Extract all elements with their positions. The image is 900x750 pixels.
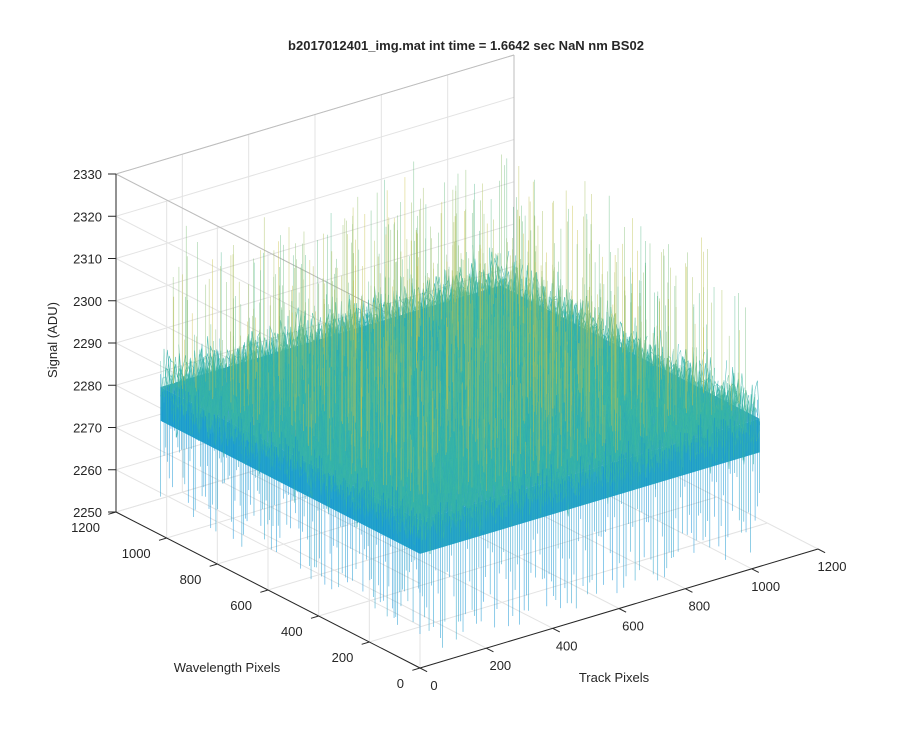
y-tick: [412, 667, 421, 671]
x-tick: [618, 608, 627, 613]
y-tick-label: 200: [332, 650, 354, 665]
box-edge: [115, 54, 515, 175]
y-tick-label: 400: [281, 624, 303, 639]
x-axis-label: Track Pixels: [579, 670, 650, 685]
surface-plot: [160, 154, 760, 648]
z-tick-label: 2290: [73, 336, 102, 351]
y-tick-label: 0: [397, 676, 404, 691]
box-edge: [115, 173, 421, 331]
y-tick: [260, 589, 269, 593]
y-tick-label: 600: [230, 598, 252, 613]
y-tick: [158, 537, 167, 541]
axes-layer: [108, 173, 826, 673]
x-tick: [751, 568, 760, 573]
surface-trace: [232, 345, 493, 514]
x-tick-label: 600: [622, 619, 644, 634]
y-tick-label: 1000: [122, 546, 151, 561]
z-tick-label: 2270: [73, 421, 102, 436]
z-tick-label: 2300: [73, 294, 102, 309]
x-tick: [486, 647, 494, 653]
y-tick: [209, 563, 218, 567]
z-tick-label: 2250: [73, 505, 102, 520]
y-tick-label: 1200: [71, 520, 100, 535]
x-tick-label: 200: [489, 658, 511, 673]
y-tick: [361, 641, 370, 645]
z-axis-label: Signal (ADU): [45, 302, 60, 378]
x-tick-label: 800: [688, 599, 710, 614]
z-tick-label: 2310: [73, 252, 102, 267]
y-axis-label: Wavelength Pixels: [174, 660, 281, 675]
grid-line-back-z: [115, 139, 515, 259]
tick-labels: 0 200 400 600 800 1000 1200 0 200 400 600 800 1000 12…: [71, 167, 846, 693]
x-tick-label: 1000: [751, 579, 780, 594]
grid-line-back-z: [115, 96, 515, 217]
grid-line-floor-y: [369, 522, 768, 643]
x-tick-label: 400: [556, 638, 578, 653]
x-tick: [419, 667, 428, 673]
z-tick-label: 2320: [73, 209, 102, 224]
y-tick: [310, 615, 319, 619]
grid-line-floor-y: [318, 496, 717, 617]
x-tick: [685, 588, 693, 593]
z-tick-label: 2260: [73, 463, 102, 478]
z-tick-label: 2330: [73, 167, 102, 182]
x-tick: [552, 627, 561, 633]
grid-line-side-z: [115, 469, 421, 627]
z-tick-label: 2280: [73, 378, 102, 393]
surface-trace: [499, 253, 760, 443]
y-tick-label: 800: [180, 572, 202, 587]
x-tick: [817, 548, 826, 554]
surface-trace: [223, 349, 484, 511]
x-tick-label: 0: [430, 678, 437, 693]
surface-trace: [404, 296, 665, 460]
surface-trace: [160, 348, 421, 546]
chart-title: b2017012401_img.mat int time = 1.6642 se…: [288, 38, 644, 53]
x-tick-label: 1200: [818, 559, 847, 574]
surface-trace: [178, 344, 439, 539]
